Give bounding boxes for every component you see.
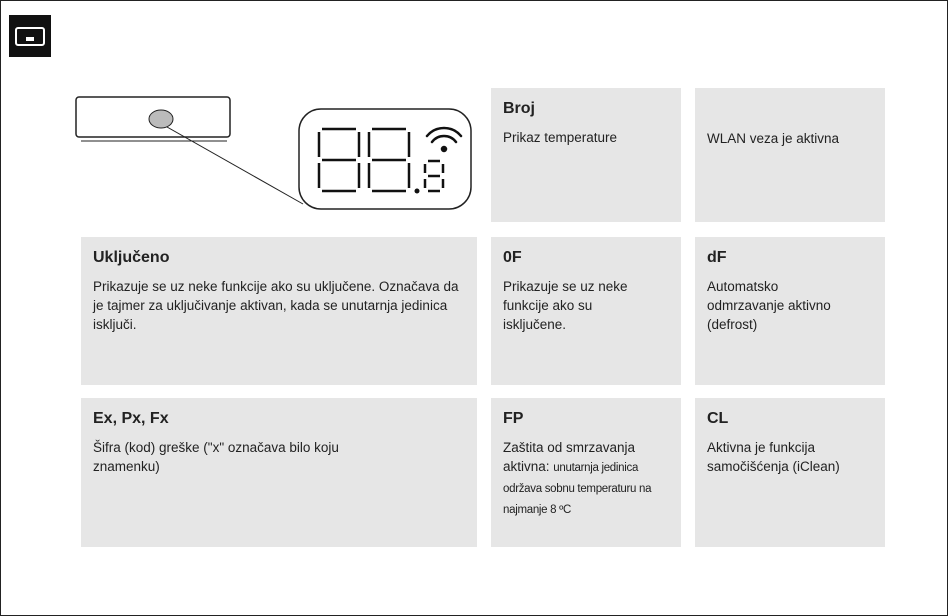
cell: 0F Prikazuje se uz neke funkcije ako su …	[491, 237, 681, 385]
cell: dF Automatsko odmrzavanje aktivno (defro…	[695, 237, 885, 385]
cell-text: Prikazuje se uz neke funkcije ako su isk…	[503, 279, 628, 332]
cell: Broj Prikaz temperature	[491, 88, 681, 222]
seven-segment-digits	[317, 127, 445, 193]
cell: FP Zaštita od smrzavanja aktivna: unutar…	[491, 398, 681, 547]
cell: CL Aktivna je funkcija samočišćenja (iCl…	[695, 398, 885, 547]
mode-icon-display	[26, 37, 34, 41]
decimal-point	[414, 188, 420, 194]
mode-icon-unit	[15, 27, 45, 46]
cell-title: CL	[707, 410, 729, 427]
cell-title: Ex, Px, Fx	[93, 410, 169, 427]
cell-title: 0F	[503, 249, 522, 266]
cell-text: Prikaz temperature	[503, 130, 618, 145]
leader-line	[166, 126, 304, 205]
cell-title: FP	[503, 410, 524, 427]
cell-title: dF	[707, 249, 727, 266]
cell-text: Prikazuje se uz neke funkcije ako su ukl…	[93, 279, 459, 332]
cell: Ex, Px, Fx Šifra (kod) greške ("x" označ…	[81, 398, 477, 547]
cell-text: Zaštita od smrzavanja aktivna:	[503, 440, 636, 474]
cell-title: Uključeno	[93, 249, 170, 266]
cell-text: Automatsko odmrzavanje aktivno (defrost)	[707, 279, 831, 332]
cell-text: Šifra (kod) greške ("x" označava bilo ko…	[93, 440, 339, 474]
cell: WLAN veza je aktivna	[695, 88, 885, 222]
cell-text: Aktivna je funkcija samočišćenja (iClean…	[707, 440, 840, 474]
display-wifi	[425, 126, 463, 153]
cell-text: WLAN veza je aktivna	[707, 131, 840, 146]
cell: Uključeno Prikazuje se uz neke funkcije …	[81, 237, 477, 385]
display-window	[148, 109, 174, 129]
cell-title: Broj	[503, 100, 535, 117]
cell-note: unutarnja jedinica održava sobnu tempera…	[503, 462, 652, 516]
